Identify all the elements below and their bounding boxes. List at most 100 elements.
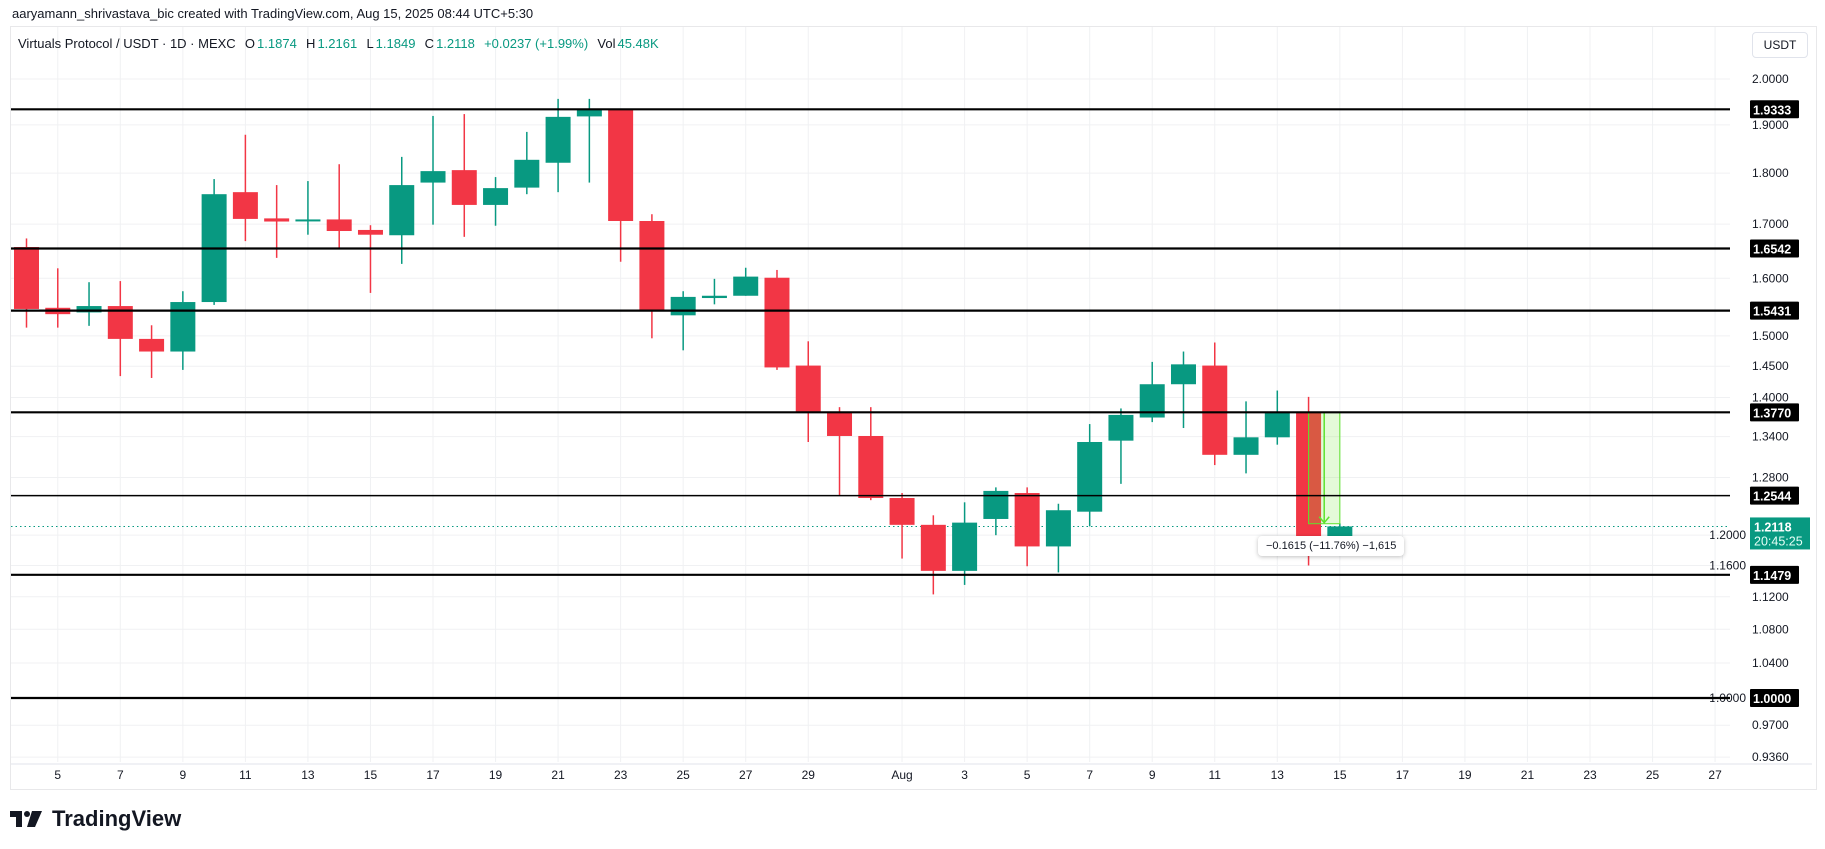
y-tick-label: 1.9000 [1752, 118, 1789, 132]
candle-body [420, 171, 446, 183]
y-tick-label: 1.8000 [1752, 166, 1789, 180]
level-price-tag [1750, 301, 1799, 320]
candle-body [14, 247, 39, 309]
x-tick-label: 5 [54, 768, 61, 782]
candle-body [858, 435, 884, 499]
y-tick-label: 1.4500 [1752, 359, 1789, 373]
candle-body [264, 218, 290, 222]
y-tick-label: 1.2000 [1709, 528, 1746, 542]
last-price-tag [1750, 517, 1810, 550]
open-label: O [244, 36, 256, 51]
y-tick-label: 2.0000 [1752, 72, 1789, 86]
x-tick-label: 25 [676, 768, 690, 782]
x-tick-label: 3 [961, 768, 968, 782]
symbol-title[interactable]: Virtuals Protocol / USDT · 1D · MEXC [18, 36, 236, 51]
x-tick-label: 15 [364, 768, 378, 782]
candle-body [514, 159, 540, 188]
y-tick-label: 1.5000 [1752, 329, 1789, 343]
y-tick-label: 1.0400 [1752, 656, 1789, 670]
candle-body [232, 192, 258, 219]
x-tick-label: 5 [1024, 768, 1031, 782]
low-value: 1.1849 [375, 36, 416, 51]
candle-body [1014, 493, 1040, 547]
level-price-label: 1.1479 [1753, 569, 1791, 583]
candle-body [576, 108, 602, 117]
candle-body [483, 188, 509, 205]
candle-body [545, 116, 571, 163]
y-tick-label: 1.1200 [1752, 590, 1789, 604]
x-tick-label: 21 [551, 768, 565, 782]
candle-body [1045, 510, 1071, 547]
measure-arrowhead-icon [1318, 516, 1330, 524]
candle-body [952, 522, 978, 571]
candle-body [389, 185, 415, 236]
level-price-tag [1750, 239, 1799, 258]
measure-label: −0.1615 (−11.76%) −1,615 [1258, 536, 1405, 556]
candle-body [1077, 441, 1103, 512]
level-price-label: 1.6542 [1753, 243, 1791, 257]
level-price-tag [1750, 486, 1799, 505]
y-tick-label: 1.4000 [1752, 391, 1789, 405]
chart-frame [10, 26, 1817, 790]
x-tick-label: 13 [1271, 768, 1285, 782]
y-tick-label: 0.9700 [1752, 718, 1789, 732]
x-tick-label: 17 [426, 768, 440, 782]
candle-body [451, 170, 477, 205]
high-label: H [306, 36, 316, 51]
x-tick-label: 23 [1583, 768, 1597, 782]
candle-body [76, 306, 102, 313]
candle-body [1170, 364, 1196, 385]
x-tick-label: 29 [802, 768, 816, 782]
currency-button[interactable]: USDT [1752, 32, 1808, 58]
y-tick-label: 1.0800 [1752, 622, 1789, 636]
x-tick-label: 17 [1396, 768, 1410, 782]
close-value: 1.2118 [436, 36, 475, 51]
x-tick-label: 23 [614, 768, 628, 782]
candle-body [1233, 437, 1259, 455]
candle-body [764, 277, 790, 368]
x-tick-label: 19 [489, 768, 503, 782]
bar-countdown-label: 20:45:25 [1754, 534, 1803, 548]
candle-body [639, 221, 665, 311]
x-tick-label: Aug [891, 768, 912, 782]
candle-body [827, 411, 853, 436]
x-tick-label: 9 [180, 768, 187, 782]
level-price-label: 1.0000 [1753, 692, 1791, 706]
change-value: +0.0237 (+1.99%) [484, 36, 589, 51]
candle-body [608, 108, 634, 222]
y-tick-label: 1.1600 [1709, 558, 1746, 572]
low-label: L [366, 36, 374, 51]
y-tick-label: 0.9360 [1752, 750, 1789, 764]
candle-body [701, 295, 727, 299]
tradingview-logo[interactable]: TradingView [10, 806, 181, 832]
high-value: 1.2161 [317, 36, 358, 51]
x-tick-label: 19 [1458, 768, 1472, 782]
level-price-label: 1.2544 [1753, 490, 1791, 504]
y-tick-label: 1.2800 [1752, 471, 1789, 485]
level-price-label: 1.9333 [1753, 103, 1791, 117]
candle-body [139, 338, 165, 352]
volume-label: Vol [597, 36, 616, 51]
close-label: C [424, 36, 435, 51]
level-price-tag [1750, 565, 1799, 584]
brand-name: TradingView [52, 806, 182, 831]
level-price-tag [1750, 403, 1799, 422]
x-tick-label: 13 [301, 768, 315, 782]
x-tick-label: 27 [1708, 768, 1722, 782]
x-tick-label: 21 [1521, 768, 1535, 782]
x-tick-label: 15 [1333, 768, 1347, 782]
candle-body [920, 524, 946, 571]
y-tick-label: 1.6000 [1752, 271, 1789, 285]
level-price-tag [1750, 100, 1799, 119]
volume-value: 45.48K [617, 36, 659, 51]
x-tick-label: 9 [1149, 768, 1156, 782]
candle-body [795, 365, 821, 412]
candle-body [1264, 412, 1290, 438]
chart-credit: aaryamann_shrivastava_bic created with T… [12, 6, 534, 21]
tradingview-logo-icon [10, 811, 42, 827]
x-tick-label: 25 [1646, 768, 1660, 782]
candle-body [1108, 414, 1134, 441]
level-price-label: 1.5431 [1753, 305, 1791, 319]
level-price-label: 1.3770 [1753, 406, 1791, 420]
